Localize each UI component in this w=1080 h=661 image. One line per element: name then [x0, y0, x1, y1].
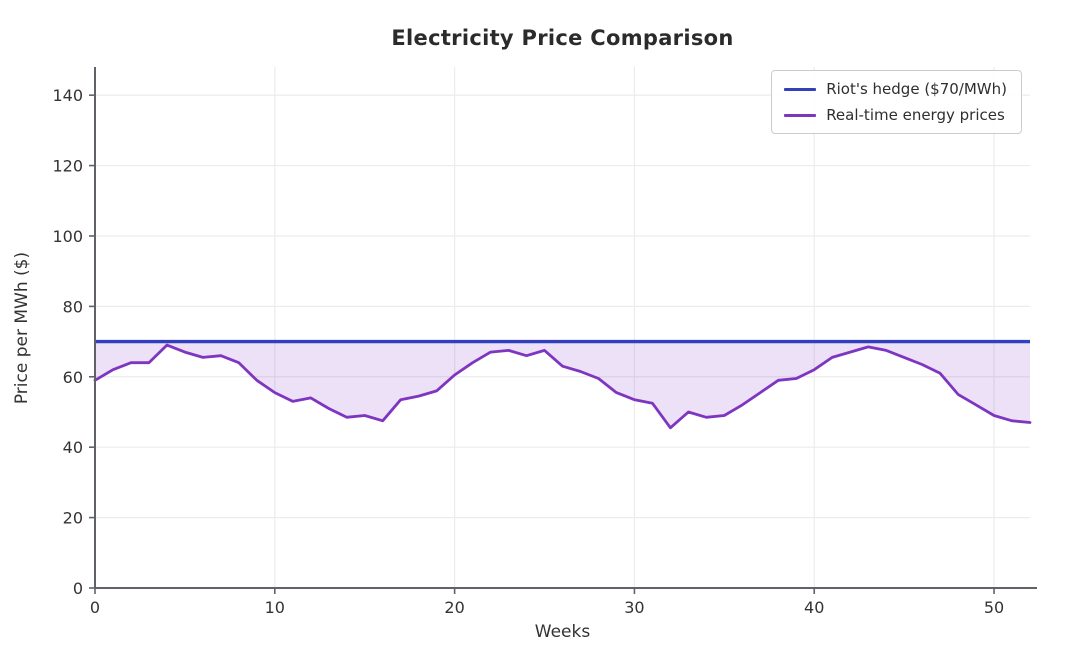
price-hedge-fill — [95, 341, 1030, 428]
legend: Riot's hedge ($70/MWh) Real-time energy … — [771, 70, 1022, 134]
x-axis-label: Weeks — [534, 622, 591, 642]
price-line — [93, 343, 1032, 430]
y-tick-label: 100 — [52, 227, 83, 246]
x-tick-label: 40 — [804, 598, 824, 617]
y-tick-label: 40 — [63, 438, 83, 457]
x-tick-label: 0 — [90, 598, 100, 617]
y-tick-label: 80 — [63, 297, 83, 316]
legend-line-prices-swatch — [784, 113, 817, 117]
y-tick-label: 60 — [63, 368, 83, 387]
y-axis-label: Price per MWh ($) — [12, 251, 32, 405]
x-tick-label: 20 — [444, 598, 464, 617]
y-tick-label: 0 — [73, 579, 83, 598]
legend-label-hedge: Riot's hedge ($70/MWh) — [826, 80, 1007, 98]
y-tick-label: 20 — [63, 509, 83, 528]
legend-line-hedge-swatch — [784, 87, 817, 91]
legend-label-prices: Real-time energy prices — [826, 106, 1005, 124]
legend-item-prices: Real-time energy prices — [784, 106, 1007, 124]
chart-title: Electricity Price Comparison — [391, 26, 734, 50]
y-tick-label: 140 — [52, 86, 83, 105]
x-tick-label: 10 — [265, 598, 285, 617]
legend-item-hedge: Riot's hedge ($70/MWh) — [784, 80, 1007, 98]
x-tick-label: 50 — [984, 598, 1004, 617]
y-tick-label: 120 — [52, 157, 83, 176]
x-tick-label: 30 — [624, 598, 644, 617]
